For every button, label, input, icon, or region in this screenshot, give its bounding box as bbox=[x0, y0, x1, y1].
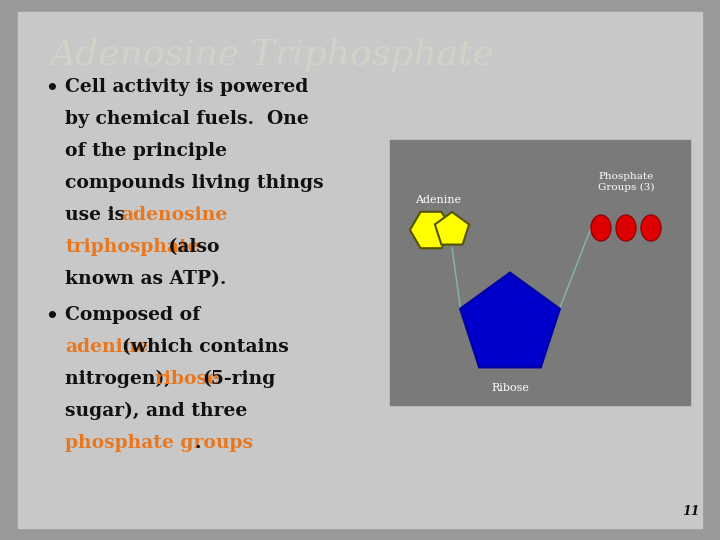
Text: (also: (also bbox=[162, 238, 220, 256]
Text: 11: 11 bbox=[683, 505, 700, 518]
Polygon shape bbox=[410, 212, 452, 248]
Text: Composed of: Composed of bbox=[65, 306, 200, 324]
Text: nitrogen),: nitrogen), bbox=[65, 370, 177, 388]
Text: (which contains: (which contains bbox=[122, 338, 289, 356]
Text: Phosphate
Groups (3): Phosphate Groups (3) bbox=[598, 172, 654, 192]
Ellipse shape bbox=[591, 215, 611, 241]
Text: triphosphate: triphosphate bbox=[65, 238, 199, 256]
Text: .: . bbox=[194, 434, 201, 452]
Polygon shape bbox=[435, 212, 469, 245]
Text: of the principle: of the principle bbox=[65, 142, 227, 160]
Text: adenosine: adenosine bbox=[122, 206, 228, 224]
Text: Cell activity is powered: Cell activity is powered bbox=[65, 78, 308, 96]
Text: compounds living things: compounds living things bbox=[65, 174, 323, 192]
Text: sugar), and three: sugar), and three bbox=[65, 402, 247, 420]
Text: known as ATP).: known as ATP). bbox=[65, 270, 226, 288]
Text: Adenosine Triphosphate: Adenosine Triphosphate bbox=[50, 38, 495, 72]
Ellipse shape bbox=[641, 215, 661, 241]
Text: ribose: ribose bbox=[154, 370, 219, 388]
Text: •: • bbox=[45, 78, 58, 98]
Text: Adenine: Adenine bbox=[415, 195, 461, 205]
Text: Ribose: Ribose bbox=[491, 383, 529, 393]
Ellipse shape bbox=[616, 215, 636, 241]
Text: adenine: adenine bbox=[65, 338, 148, 356]
Polygon shape bbox=[461, 273, 559, 367]
Text: (5-ring: (5-ring bbox=[203, 370, 276, 388]
Text: phosphate groups: phosphate groups bbox=[65, 434, 253, 452]
Text: by chemical fuels.  One: by chemical fuels. One bbox=[65, 110, 309, 128]
Bar bbox=[390, 140, 690, 405]
Text: •: • bbox=[45, 306, 58, 326]
Text: use is: use is bbox=[65, 206, 132, 224]
